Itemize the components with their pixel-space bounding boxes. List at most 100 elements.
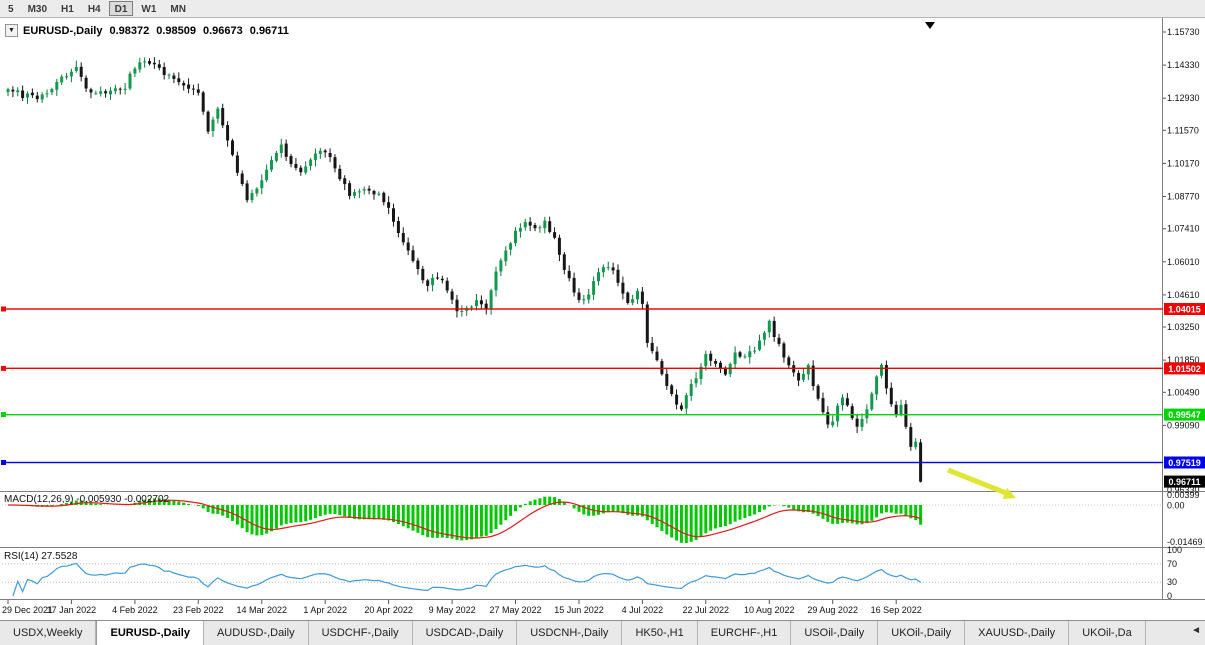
candle-body <box>470 306 474 308</box>
macd-bar <box>343 505 347 517</box>
tab-ukoil-daily[interactable]: UKOil-,Daily <box>878 621 966 645</box>
price-tag-label: 1.04015 <box>1168 305 1201 315</box>
candle-body <box>475 300 478 307</box>
tab-xauusd-daily[interactable]: XAUUSD-,Daily <box>965 621 1070 645</box>
macd-bar <box>894 505 898 514</box>
tab-usoil-daily[interactable]: USOil-,Daily <box>791 621 879 645</box>
tab-ukoil-da[interactable]: UKOil-,Da <box>1069 621 1146 645</box>
candle-body <box>274 152 278 161</box>
candle-body <box>343 178 347 185</box>
candle-body <box>894 404 898 415</box>
macd-bar <box>704 505 708 534</box>
timeframe-d1-button[interactable]: D1 <box>108 1 134 16</box>
tab-usdcad-daily[interactable]: USDCAD-,Daily <box>412 621 518 645</box>
candlestick-series <box>6 57 923 483</box>
tab-scroll-left-button[interactable]: ◄ <box>1191 625 1201 636</box>
candle-body <box>484 303 488 310</box>
timeframe-h4-button[interactable]: H4 <box>87 4 101 15</box>
chart-title-overlay: ▼ EURUSD-,Daily 0.98372 0.98509 0.96673 … <box>5 24 289 37</box>
macd-bar <box>450 505 454 539</box>
candle-body <box>74 67 78 71</box>
candle-body <box>811 365 815 386</box>
tab-usdchf-daily[interactable]: USDCHF-,Daily <box>308 621 413 645</box>
candle-body <box>40 94 44 100</box>
candle-body <box>650 342 654 352</box>
candle-body <box>611 267 615 271</box>
macd-bar <box>499 505 503 525</box>
macd-bar <box>572 505 576 509</box>
macd-bar <box>792 505 796 510</box>
tab-eurchf-h1[interactable]: EURCHF-,H1 <box>697 621 792 645</box>
macd-panel-title: MACD(12,26,9) -0.005930 -0.002702 <box>4 494 170 505</box>
candle-body <box>152 62 156 65</box>
macd-bar <box>167 499 171 505</box>
price-axis-label: 1.00490 <box>1167 387 1200 397</box>
macd-bar <box>377 505 381 520</box>
candle-body <box>69 71 73 77</box>
timeframe-mn-button[interactable]: MN <box>170 4 186 15</box>
candle-body <box>553 232 557 238</box>
date-axis-label: 17 Jan 2022 <box>47 605 97 615</box>
chart-shift-marker-icon <box>925 22 935 29</box>
macd-bar <box>270 505 273 532</box>
timeframe-m30-button[interactable]: M30 <box>27 4 48 15</box>
macd-bar <box>577 505 581 512</box>
macd-bar <box>738 505 742 520</box>
macd-bar <box>636 505 639 516</box>
price-chart[interactable]: 1.15730 1.14330 1.12930 1.11570 1.10170 1.087… <box>0 0 1205 620</box>
sell-arrow-head[interactable] <box>1002 487 1016 500</box>
candle-body <box>850 406 854 419</box>
macd-bar <box>187 503 191 505</box>
sell-arrow-annotation[interactable] <box>947 467 1007 496</box>
tab-usdx-weekly[interactable]: USDX,Weekly <box>0 621 97 645</box>
candle-body <box>758 340 761 350</box>
macd-bar <box>684 505 688 543</box>
candle-body <box>411 250 415 261</box>
candle-body <box>99 91 103 94</box>
macd-bar <box>719 505 722 527</box>
candle-body <box>518 227 522 232</box>
candle-body <box>26 93 29 98</box>
candle-body <box>279 144 283 153</box>
macd-bar <box>694 505 698 540</box>
macd-bar <box>806 505 810 513</box>
chart-tab-bar: USDX,Weekly EURUSD-,Daily AUDUSD-,Daily USD… <box>0 620 1205 645</box>
macd-bar <box>762 505 766 510</box>
timeframe-w1-button[interactable]: W1 <box>141 4 157 15</box>
macd-bar <box>313 505 317 518</box>
candle-body <box>845 398 849 406</box>
candle-body <box>30 92 34 96</box>
candle-body <box>660 361 664 375</box>
tab-hk50-h1[interactable]: HK50-,H1 <box>622 621 698 645</box>
candle-body <box>509 243 513 250</box>
macd-bar <box>679 505 683 543</box>
candle-body <box>855 418 859 427</box>
macd-bar <box>836 505 840 524</box>
tab-eurusd-daily[interactable]: EURUSD-,Daily <box>96 621 204 645</box>
collapse-panel-icon[interactable]: ▼ <box>5 24 18 37</box>
macd-bar <box>562 501 566 505</box>
candle-body <box>177 78 181 83</box>
candle-body <box>206 111 210 132</box>
macd-bar <box>904 505 908 516</box>
macd-bar <box>196 505 200 506</box>
macd-bar <box>265 505 269 534</box>
timeframe-5-button[interactable]: 5 <box>8 4 14 15</box>
candle-body <box>240 173 244 184</box>
macd-bar <box>445 505 449 538</box>
candle-body <box>440 278 444 281</box>
candle-body <box>333 157 337 169</box>
macd-bar <box>60 504 64 505</box>
tab-usdcnh-daily[interactable]: USDCNH-,Daily <box>517 621 623 645</box>
candle-body <box>870 393 874 410</box>
macd-bar <box>235 505 239 525</box>
candle-body <box>694 378 698 384</box>
candle-body <box>860 419 864 427</box>
candle-body <box>313 153 317 161</box>
tab-audusd-daily[interactable]: AUDUSD-,Daily <box>203 621 309 645</box>
macd-bar <box>240 505 244 529</box>
candle-body <box>133 68 137 74</box>
timeframe-h1-button[interactable]: H1 <box>61 4 74 15</box>
macd-bar <box>396 505 400 524</box>
macd-bar <box>889 505 893 513</box>
